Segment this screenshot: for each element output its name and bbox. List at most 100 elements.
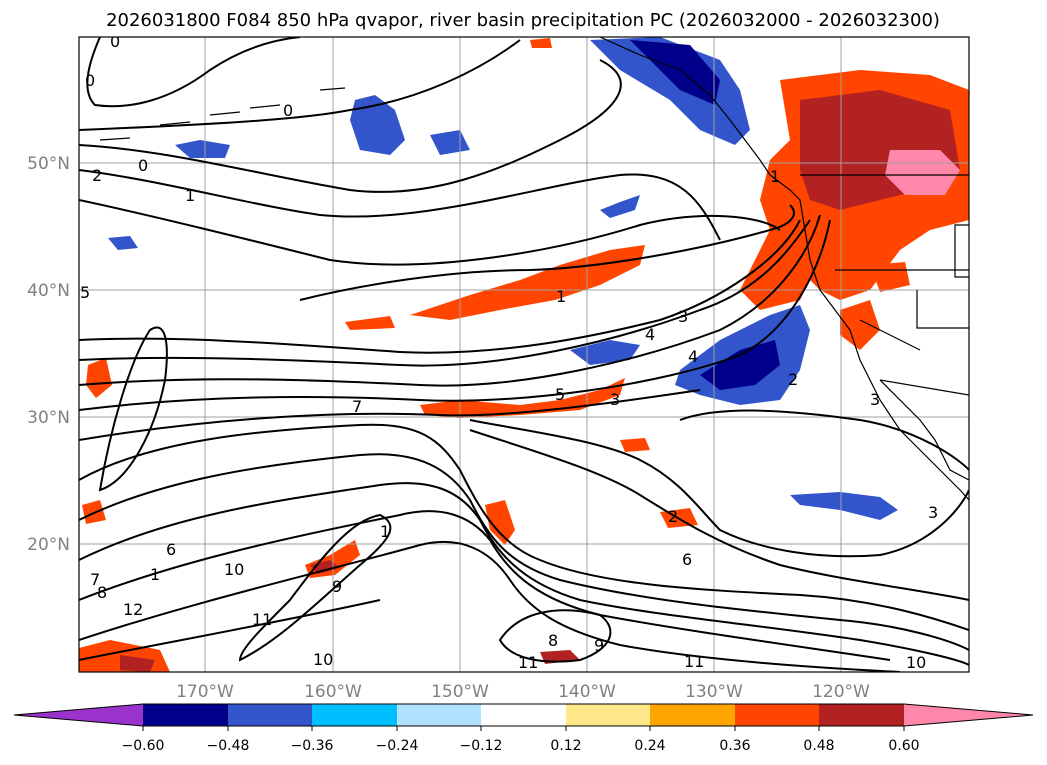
contour-label: 1 [770, 167, 780, 186]
positive-anomaly-region [620, 438, 650, 452]
contour-line [79, 389, 701, 441]
coastlines [99, 37, 969, 501]
contour-label: 3 [928, 503, 938, 522]
colorbar-tick-label: 0.48 [803, 738, 834, 754]
contour-label: 1 [380, 522, 390, 541]
negative-anomaly-region [790, 492, 898, 520]
colorbar-tick-label: −0.24 [376, 738, 419, 754]
contour-line [469, 429, 969, 601]
contour-line [79, 482, 969, 666]
contour-label: 11 [252, 610, 272, 629]
contour-label: 0 [85, 71, 95, 90]
lat-label: 20°N [27, 535, 70, 555]
contour-label: 7 [352, 397, 362, 416]
contour-label: 12 [123, 600, 143, 619]
lon-label: 130°W [685, 682, 743, 702]
precip-shading [79, 37, 969, 672]
positive-anomaly-region [840, 300, 880, 350]
contour-label: 2 [668, 507, 678, 526]
lat-label: 40°N [27, 281, 70, 301]
contour-line [79, 219, 811, 367]
longitude-labels: 170°W 160°W 150°W 140°W 130°W 120°W [176, 682, 870, 702]
colorbar-segment [481, 704, 566, 726]
contour-label: 6 [682, 550, 692, 569]
contour-labels: 0 0 0 0 2 1 1 1 4 3 4 2 5 3 7 5 1 1 6 7 … [80, 32, 938, 672]
positive-anomaly-region [740, 220, 820, 310]
contour-label: 2 [92, 166, 102, 185]
contour-label: 10 [224, 560, 244, 579]
positive-anomaly-region [345, 316, 395, 330]
north-america-coastline [599, 37, 969, 501]
positive-anomaly-region [410, 245, 645, 320]
contour-line [238, 513, 392, 662]
colorbar-tick-label: 0.60 [888, 738, 919, 754]
colorbar-segment [312, 704, 397, 726]
colorbar-segment [143, 704, 228, 726]
contour-line [79, 59, 622, 193]
positive-anomaly-region [86, 358, 112, 398]
qvapor-contours [79, 37, 969, 672]
colorbar-tick-label: 0.36 [719, 738, 750, 754]
negative-anomaly-region [350, 95, 405, 155]
negative-anomaly-region [700, 340, 780, 390]
positive-anomaly-region [485, 500, 515, 545]
contour-label: 3 [678, 307, 688, 326]
contour-label: 6 [166, 540, 176, 559]
contour-line [79, 540, 901, 672]
contour-label: 0 [283, 101, 293, 120]
lat-label: 50°N [27, 154, 70, 174]
contour-line [79, 453, 969, 651]
positive-anomaly-region [885, 150, 960, 195]
contour-line [79, 219, 801, 354]
contour-label: 7 [90, 570, 100, 589]
colorbar-segment [566, 704, 650, 726]
contour-label: 11 [684, 652, 704, 671]
contour-label: 11 [518, 653, 538, 672]
colorbar-tick-label: −0.60 [122, 738, 165, 754]
contour-line [79, 199, 781, 266]
contour-line [79, 219, 831, 411]
contour-line [498, 609, 612, 663]
contour-line [79, 510, 891, 661]
contour-line [98, 326, 168, 492]
contour-label: 8 [548, 631, 558, 650]
contour-line [79, 214, 821, 387]
lon-label: 170°W [176, 682, 234, 702]
lon-label: 150°W [431, 682, 489, 702]
contour-line [86, 37, 301, 108]
contour-line [79, 169, 721, 241]
lon-label: 160°W [304, 682, 362, 702]
contour-label: 8 [97, 583, 107, 602]
state-boundary [916, 290, 969, 329]
contour-label: 3 [870, 390, 880, 409]
state-boundary [859, 319, 921, 351]
contour-label: 4 [688, 347, 698, 366]
negative-anomaly-region [630, 40, 720, 105]
contour-label: 0 [110, 32, 120, 51]
colorbar-tick-marks [142, 726, 905, 731]
colorbar-segment [819, 704, 904, 726]
colorbar-segment [650, 704, 735, 726]
state-boundary [954, 224, 969, 278]
contour-label: 0 [138, 156, 148, 175]
negative-anomaly-region [590, 37, 750, 145]
gulf-of-california-coast [879, 379, 969, 481]
colorbar-segment [228, 704, 312, 726]
contour-label: 1 [556, 287, 566, 306]
contour-label: 5 [80, 283, 90, 302]
contour-line [79, 39, 521, 131]
latitude-labels: 50°N 40°N 30°N 20°N [27, 154, 70, 555]
negative-anomaly-region [175, 140, 230, 158]
colorbar-segment [397, 704, 481, 726]
colorbar-extend-right [904, 704, 1033, 726]
colorbar-tick-label: −0.12 [460, 738, 503, 754]
lon-label: 120°W [812, 682, 870, 702]
lon-label: 140°W [558, 682, 616, 702]
colorbar-tick-label: 0.24 [634, 738, 665, 754]
negative-anomaly-region [600, 195, 640, 218]
colorbar-segment [735, 704, 819, 726]
colorbar-tick-label: −0.48 [207, 738, 250, 754]
us-mexico-border [879, 379, 969, 396]
contour-label: 9 [332, 577, 342, 596]
